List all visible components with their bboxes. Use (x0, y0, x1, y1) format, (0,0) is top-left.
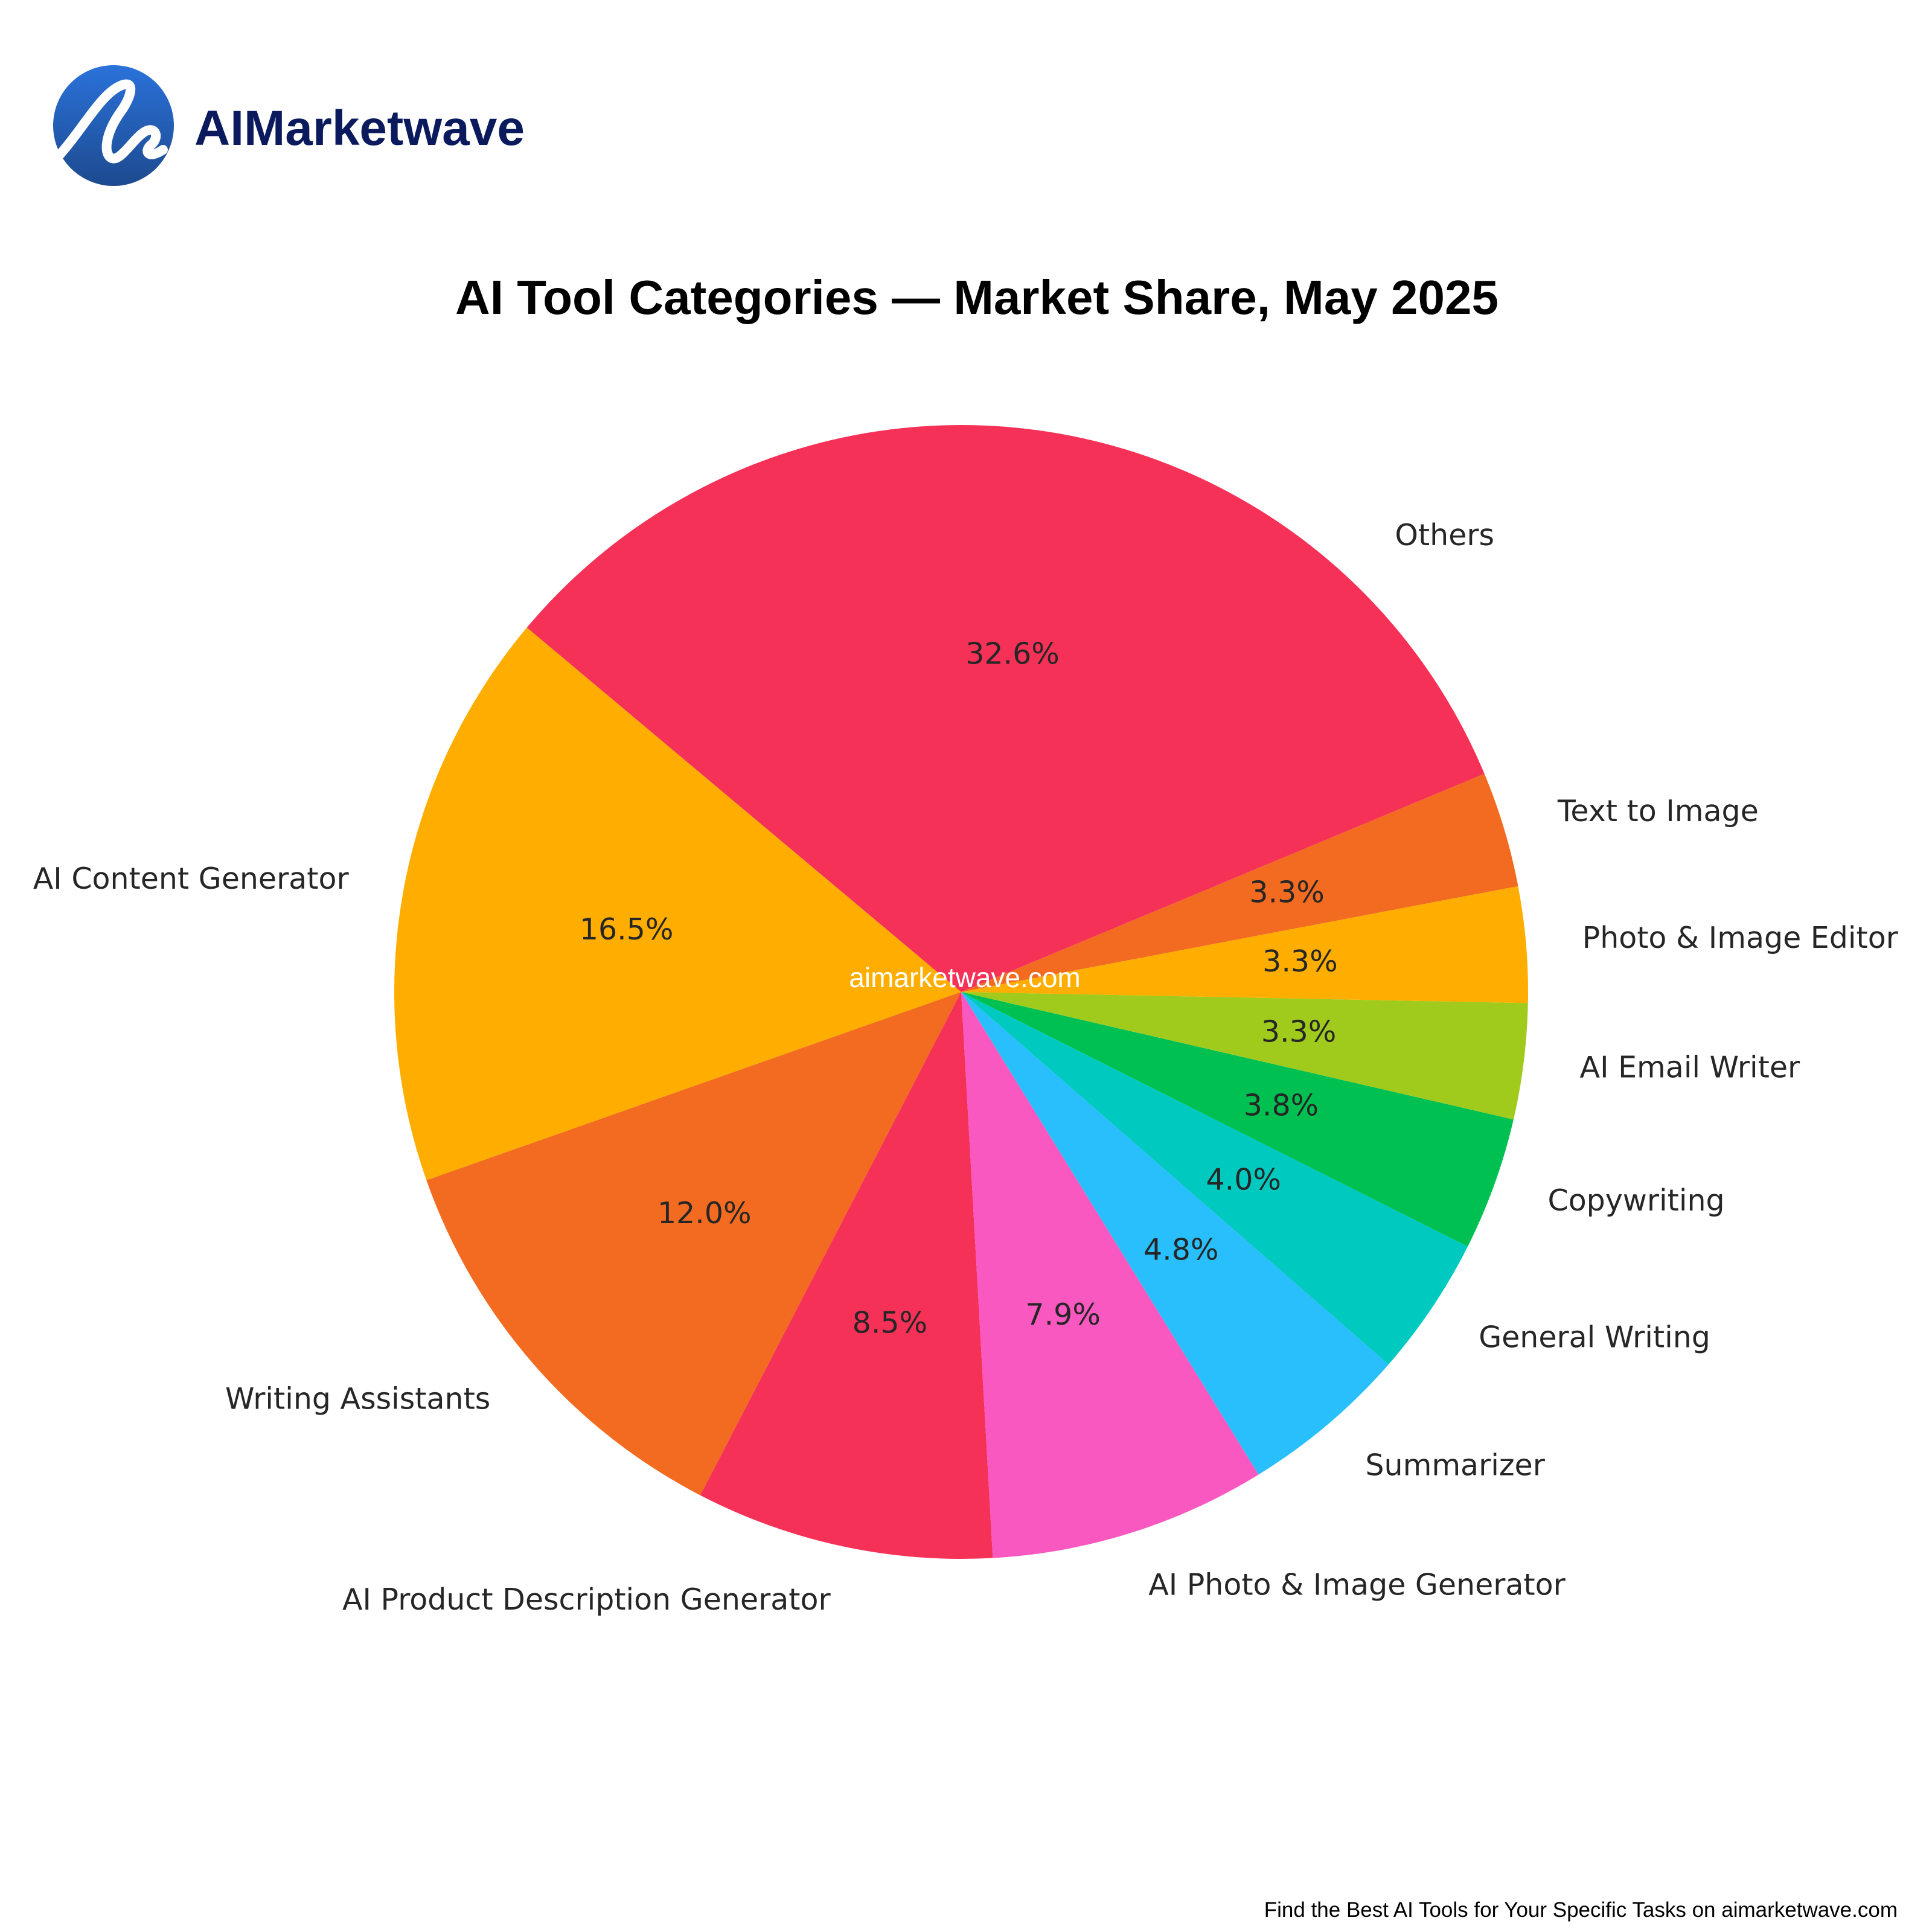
footer-text: Find the Best AI Tools for Your Specific… (1264, 1898, 1898, 1922)
pie-slice-summarizer (961, 992, 1389, 1475)
pct-label: 4.8% (1144, 1232, 1219, 1267)
pie-slice-ai-photo-image-generator (961, 992, 1259, 1558)
slice-label: General Writing (1479, 1320, 1710, 1354)
slice-label: AI Content Generator (33, 862, 350, 896)
pie-slice-writing-assistants (426, 992, 961, 1495)
wave-mark (56, 79, 168, 164)
pct-label: 8.5% (852, 1305, 928, 1340)
pct-label: 16.5% (580, 912, 674, 947)
pie-slice-others (526, 424, 1485, 992)
pie-slice-ai-product-description-generator (700, 992, 993, 1559)
pct-label: 3.3% (1262, 944, 1338, 979)
pct-label: 3.8% (1244, 1089, 1319, 1123)
pct-label: 4.0% (1206, 1163, 1281, 1197)
chart-title: AI Tool Categories — Market Share, May 2… (455, 270, 1499, 324)
pct-label: 3.3% (1249, 875, 1325, 910)
slice-label: Others (1395, 518, 1494, 552)
pct-label: 3.3% (1261, 1015, 1337, 1049)
watermark: aimarketwave.com (849, 962, 1080, 993)
slice-label: Writing Assistants (225, 1382, 490, 1416)
brand-logo: AIMarketwave (53, 65, 525, 186)
slice-label: Summarizer (1365, 1448, 1545, 1483)
pie-slice-copywriting (961, 992, 1514, 1247)
pct-label: 12.0% (657, 1196, 752, 1230)
slice-label: Photo & Image Editor (1582, 921, 1899, 955)
pie-slice-ai-email-writer (961, 992, 1528, 1120)
slice-label: AI Email Writer (1580, 1051, 1800, 1085)
slice-label: Copywriting (1547, 1183, 1724, 1218)
slice-label: AI Photo & Image Generator (1148, 1568, 1566, 1602)
pct-label: 32.6% (965, 637, 1060, 671)
pct-label: 7.9% (1025, 1297, 1101, 1332)
pie-slice-general-writing (961, 992, 1468, 1365)
pie-slice-photo-image-editor (961, 886, 1528, 1003)
pie-slice-text-to-image (961, 773, 1518, 992)
slice-label: AI Product Description Generator (342, 1582, 831, 1617)
pie-slice-ai-content-generator (394, 627, 961, 1180)
brand-name: AIMarketwave (194, 101, 525, 156)
slice-label: Text to Image (1557, 794, 1759, 828)
